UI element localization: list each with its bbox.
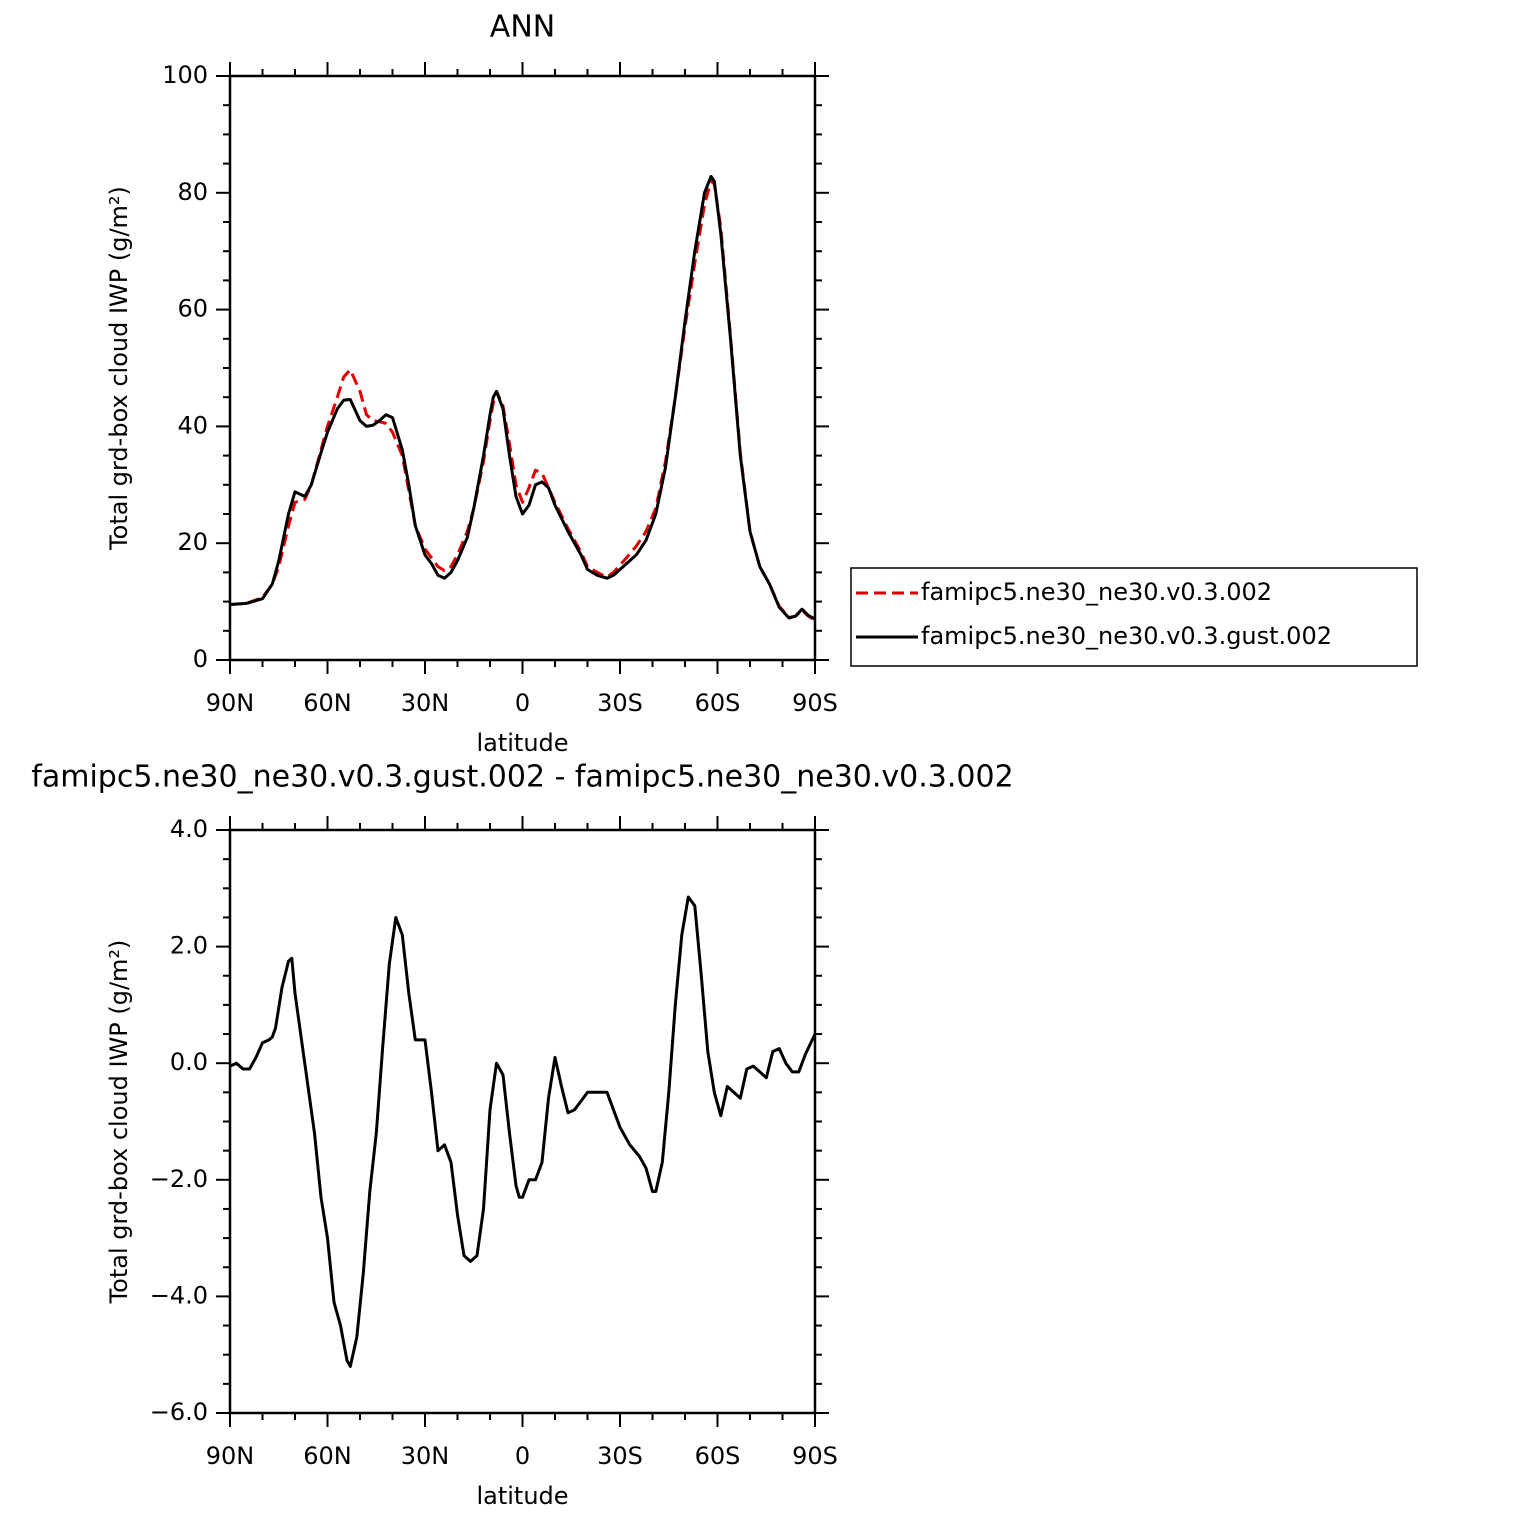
chart-title: ANN (490, 10, 555, 45)
x-tick-label: 90S (792, 1442, 838, 1470)
x-tick-label: 30N (401, 689, 450, 717)
y-tick-label: 4.0 (170, 815, 208, 843)
legend-label: famipc5.ne30_ne30.v0.3.002 (921, 578, 1272, 606)
x-tick-label: 90N (206, 1442, 255, 1470)
x-tick-label: 30S (597, 689, 643, 717)
y-tick-label: 0 (193, 645, 208, 673)
x-tick-label: 60S (695, 1442, 741, 1470)
x-axis-label: latitude (476, 729, 568, 757)
y-tick-label: 100 (162, 61, 208, 89)
x-axis-label: latitude (476, 1482, 568, 1510)
y-axis-label: Total grd-box cloud IWP (g/m²) (105, 940, 133, 1305)
plot-frame (228, 74, 817, 662)
y-tick-label: 60 (177, 295, 208, 323)
x-tick-label: 60N (303, 1442, 352, 1470)
data-line (229, 174, 816, 621)
legend-box (850, 567, 1418, 667)
x-tick-label: 90N (206, 689, 255, 717)
legend-label: famipc5.ne30_ne30.v0.3.gust.002 (921, 622, 1332, 650)
plot-frame (228, 828, 817, 1415)
data-line (229, 895, 817, 1368)
y-tick-label: 40 (177, 411, 208, 439)
x-tick-label: 60S (695, 689, 741, 717)
y-axis-label: Total grd-box cloud IWP (g/m²) (105, 186, 133, 551)
x-tick-label: 0 (515, 689, 530, 717)
x-tick-label: 0 (515, 1442, 530, 1470)
y-tick-label: −6.0 (150, 1398, 208, 1426)
y-tick-label: −2.0 (150, 1165, 208, 1193)
chart-title: famipc5.ne30_ne30.v0.3.gust.002 - famipc… (31, 760, 1013, 795)
y-tick-label: 20 (177, 528, 208, 556)
x-tick-label: 60N (303, 689, 352, 717)
x-tick-label: 90S (792, 689, 838, 717)
y-tick-label: 2.0 (170, 932, 208, 960)
y-tick-label: 80 (177, 178, 208, 206)
y-tick-label: −4.0 (150, 1281, 208, 1309)
x-tick-label: 30N (401, 1442, 450, 1470)
x-tick-label: 30S (597, 1442, 643, 1470)
data-line (229, 179, 816, 622)
y-tick-label: 0.0 (170, 1048, 208, 1076)
